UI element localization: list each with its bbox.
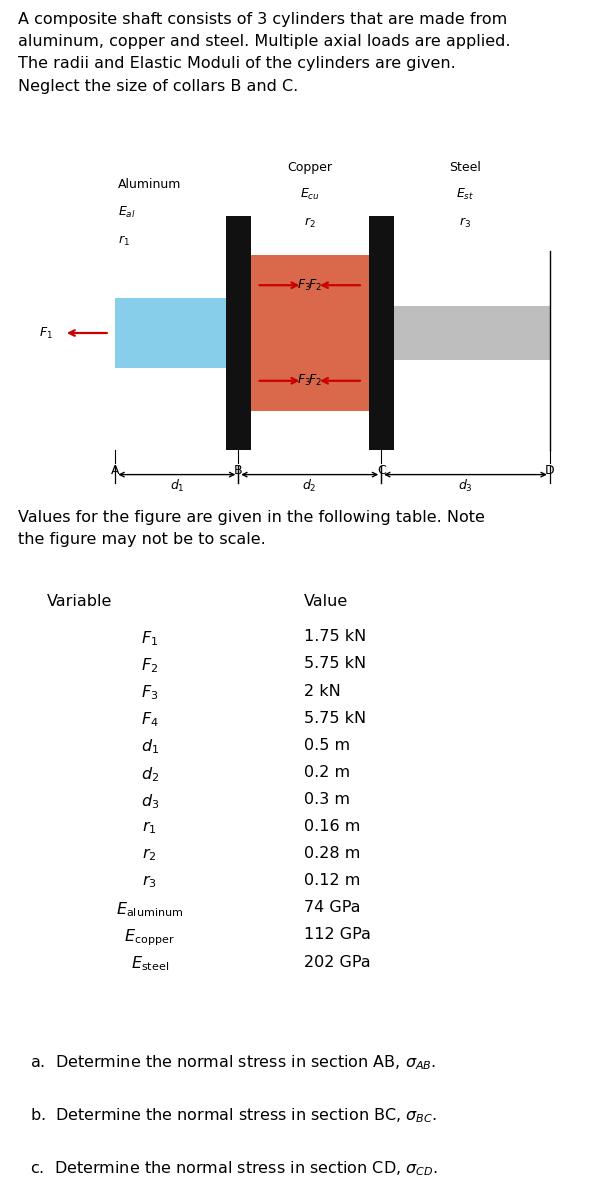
Text: 112 GPa: 112 GPa (304, 928, 371, 942)
Text: $E_\mathrm{steel}$: $E_\mathrm{steel}$ (131, 954, 169, 973)
Text: $F_1$: $F_1$ (38, 325, 52, 341)
Text: $d_2$: $d_2$ (302, 478, 317, 494)
Text: $F_2$: $F_2$ (308, 373, 322, 389)
Text: A composite shaft consists of 3 cylinders that are made from
aluminum, copper an: A composite shaft consists of 3 cylinder… (18, 12, 511, 94)
Text: $E_{st}$: $E_{st}$ (457, 187, 474, 202)
Text: 0.28 m: 0.28 m (304, 846, 361, 862)
Text: $F_3$: $F_3$ (297, 277, 311, 293)
Text: $F_2$: $F_2$ (141, 656, 158, 676)
Text: Copper: Copper (287, 161, 332, 174)
Text: $d_1$: $d_1$ (140, 738, 159, 756)
Text: b.  Determine the normal stress in section BC, $\sigma_{BC}$.: b. Determine the normal stress in sectio… (30, 1106, 437, 1124)
Text: $d_1$: $d_1$ (170, 478, 184, 494)
Bar (368, 216, 394, 450)
Text: 0.3 m: 0.3 m (304, 792, 350, 806)
Text: $r_3$: $r_3$ (142, 874, 157, 890)
Text: 2 kN: 2 kN (304, 684, 340, 698)
Text: 74 GPa: 74 GPa (304, 900, 361, 916)
Text: a.  Determine the normal stress in section AB, $\sigma_{AB}$.: a. Determine the normal stress in sectio… (30, 1054, 436, 1072)
Text: $r_3$: $r_3$ (460, 216, 471, 230)
Bar (238, 256, 381, 410)
Text: $F_3$: $F_3$ (297, 373, 311, 389)
Text: Steel: Steel (449, 161, 482, 174)
Text: C: C (377, 464, 385, 478)
Bar (116, 298, 238, 368)
Text: Value: Value (304, 594, 348, 610)
Text: $E_{al}$: $E_{al}$ (118, 205, 136, 220)
Text: B: B (234, 464, 243, 478)
Text: 0.2 m: 0.2 m (304, 764, 350, 780)
Text: $r_2$: $r_2$ (142, 846, 157, 863)
Text: $d_3$: $d_3$ (458, 478, 473, 494)
Text: Values for the figure are given in the following table. Note
the figure may not : Values for the figure are given in the f… (18, 510, 485, 547)
Text: $d_2$: $d_2$ (140, 764, 159, 784)
Text: $F_2$: $F_2$ (308, 277, 322, 293)
Text: $E_{cu}$: $E_{cu}$ (300, 187, 320, 202)
Text: $F_1$: $F_1$ (141, 629, 158, 648)
Text: $r_1$: $r_1$ (142, 820, 157, 835)
Text: 1.75 kN: 1.75 kN (304, 629, 366, 644)
Text: Variable: Variable (47, 594, 112, 610)
Text: $F_4$: $F_4$ (141, 710, 159, 730)
Text: 0.12 m: 0.12 m (304, 874, 361, 888)
Text: c.  Determine the normal stress in section CD, $\sigma_{CD}$.: c. Determine the normal stress in sectio… (30, 1159, 438, 1178)
Bar (381, 306, 550, 360)
Text: $r_1$: $r_1$ (118, 234, 130, 248)
Text: Aluminum: Aluminum (118, 179, 182, 192)
Text: $r_2$: $r_2$ (304, 216, 316, 230)
Text: $F_3$: $F_3$ (141, 684, 158, 702)
Text: $d_3$: $d_3$ (140, 792, 159, 811)
Text: 202 GPa: 202 GPa (304, 954, 371, 970)
Text: 0.5 m: 0.5 m (304, 738, 350, 752)
Text: 0.16 m: 0.16 m (304, 820, 361, 834)
Text: $E_\mathrm{copper}$: $E_\mathrm{copper}$ (124, 928, 175, 948)
Bar (226, 216, 251, 450)
Text: $E_\mathrm{aluminum}$: $E_\mathrm{aluminum}$ (116, 900, 184, 919)
Text: 5.75 kN: 5.75 kN (304, 710, 366, 726)
Text: 5.75 kN: 5.75 kN (304, 656, 366, 672)
Text: D: D (545, 464, 554, 478)
Text: A: A (111, 464, 120, 478)
